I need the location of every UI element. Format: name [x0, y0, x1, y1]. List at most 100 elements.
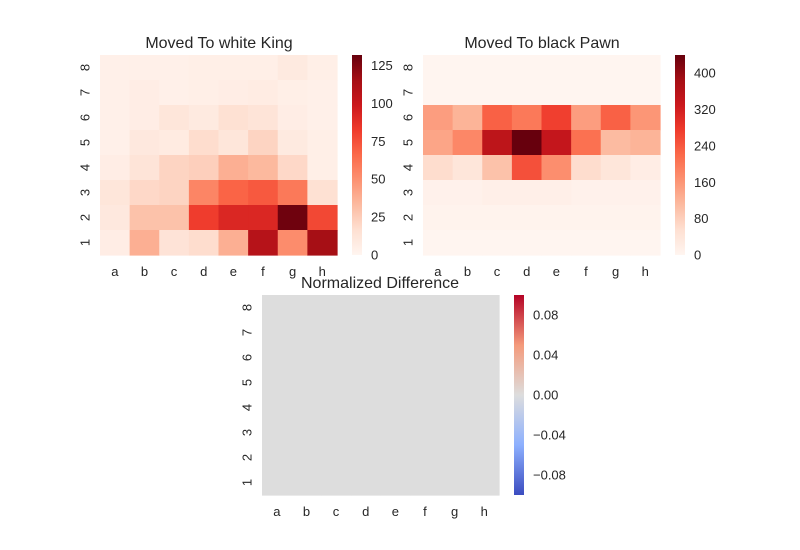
heatmap-cell-h6 — [469, 345, 500, 371]
y-tick-label: 4 — [240, 404, 255, 411]
heatmap-cell-h6 — [307, 105, 338, 131]
heatmap-cell-f4 — [571, 155, 602, 181]
heatmap-cell-g3 — [600, 180, 631, 206]
x-tick-label: c — [333, 504, 340, 519]
heatmap-cell-f3 — [410, 420, 441, 446]
heatmap-cell-h7 — [630, 80, 661, 106]
heatmap-cell-g4 — [277, 155, 308, 181]
x-tick-label: h — [481, 504, 488, 519]
chart-title: Moved To white King — [145, 35, 292, 52]
chart-title: Moved To black Pawn — [464, 35, 619, 52]
heatmap-cell-g3 — [439, 420, 470, 446]
x-tick-label: f — [261, 264, 265, 279]
heatmap-cells — [100, 55, 338, 256]
heatmap-cell-a4 — [262, 395, 293, 421]
heatmap-cell-d6 — [350, 345, 382, 371]
heatmap-cell-e2 — [541, 205, 572, 231]
heatmap-cell-h2 — [630, 205, 661, 231]
heatmap-cell-g4 — [439, 395, 470, 421]
heatmap-cell-d6 — [188, 105, 220, 131]
heatmap-cell-c4 — [321, 395, 352, 421]
y-tick-label: 1 — [78, 239, 93, 246]
x-tick-label: d — [362, 504, 369, 519]
heatmap-cell-d7 — [188, 80, 220, 106]
heatmap-cell-c3 — [159, 180, 190, 206]
heatmap-cell-f5 — [571, 130, 602, 156]
heatmap-cell-g5 — [439, 370, 470, 396]
y-tick-label: 8 — [78, 64, 93, 71]
heatmap-cell-b5 — [452, 130, 483, 156]
heatmap-cell-c4 — [482, 155, 513, 181]
heatmap-cell-b5 — [291, 370, 322, 396]
heatmap-cell-a4 — [100, 155, 131, 181]
heatmap-cell-a8 — [262, 295, 293, 321]
heatmap-cell-f1 — [248, 230, 279, 256]
colorbar-tick-label: 320 — [694, 102, 716, 117]
heatmap-cell-a7 — [262, 320, 293, 346]
heatmap-cell-e6 — [218, 105, 249, 131]
x-tick-label: g — [612, 264, 619, 279]
y-tick-label: 6 — [78, 114, 93, 121]
heatmap-cell-e5 — [218, 130, 249, 156]
heatmap-cell-b6 — [452, 105, 483, 131]
heatmap-cell-f1 — [410, 470, 441, 496]
y-tick-label: 7 — [78, 89, 93, 96]
heatmap-cell-c5 — [321, 370, 352, 396]
heatmap-cell-d2 — [350, 445, 382, 471]
x-tick-label: e — [392, 504, 399, 519]
heatmap-cell-a3 — [423, 180, 454, 206]
heatmap-cell-e2 — [218, 205, 249, 231]
heatmap-cell-b8 — [452, 55, 483, 81]
heatmap-cell-f7 — [571, 80, 602, 106]
heatmap-cell-c2 — [159, 205, 190, 231]
heatmap-cell-f4 — [410, 395, 441, 421]
colorbar-tick-labels: 0 80 160 240 320 400 — [694, 66, 716, 263]
heatmap-cell-b4 — [129, 155, 160, 181]
heatmap-cell-g2 — [600, 205, 631, 231]
colorbar-tick-label: 0 — [694, 248, 701, 263]
heatmap-cell-d1 — [350, 470, 382, 496]
heatmap-cell-d3 — [350, 420, 382, 446]
y-tick-label: 2 — [240, 454, 255, 461]
heatmap-cell-c6 — [159, 105, 190, 131]
heatmap-cell-b8 — [129, 55, 160, 81]
heatmap-cell-g7 — [439, 320, 470, 346]
heatmap-cell-h4 — [630, 155, 661, 181]
x-tick-label: h — [642, 264, 649, 279]
heatmap-cell-f6 — [248, 105, 279, 131]
heatmap-cell-a5 — [100, 130, 131, 156]
colorbar — [352, 55, 362, 255]
heatmap-cell-e4 — [218, 155, 249, 181]
colorbar-tick-label: 240 — [694, 138, 716, 153]
colorbar-tick-label: 50 — [371, 172, 385, 187]
colorbar-tick-label: 0.08 — [533, 308, 558, 323]
y-tick-label: 8 — [240, 304, 255, 311]
heatmap-cell-a2 — [262, 445, 293, 471]
heatmap-cell-b3 — [452, 180, 483, 206]
heatmap-cell-d5 — [350, 370, 382, 396]
heatmap-cell-e8 — [218, 55, 249, 81]
y-tick-label: 3 — [240, 429, 255, 436]
heatmap-cell-c7 — [321, 320, 352, 346]
heatmap-cell-a8 — [100, 55, 131, 81]
y-tick-labels: 8 7 6 5 4 3 2 1 — [240, 304, 255, 486]
colorbar — [514, 295, 524, 495]
heatmap-cell-d4 — [188, 155, 220, 181]
y-tick-label: 3 — [401, 189, 416, 196]
heatmap-cell-h7 — [307, 80, 338, 106]
heatmap-cell-e3 — [380, 420, 411, 446]
heatmap-cell-g7 — [277, 80, 308, 106]
heatmap-cell-b3 — [291, 420, 322, 446]
heatmap-cell-e2 — [380, 445, 411, 471]
heatmap-cell-b7 — [452, 80, 483, 106]
heatmap-cell-e8 — [380, 295, 411, 321]
heatmap-cell-d4 — [350, 395, 382, 421]
heatmap-cell-e1 — [380, 470, 411, 496]
heatmap-cell-d1 — [511, 230, 543, 256]
heatmap-cell-e6 — [380, 345, 411, 371]
heatmap-cell-f5 — [410, 370, 441, 396]
heatmap-cell-b3 — [129, 180, 160, 206]
heatmap-cell-c8 — [159, 55, 190, 81]
